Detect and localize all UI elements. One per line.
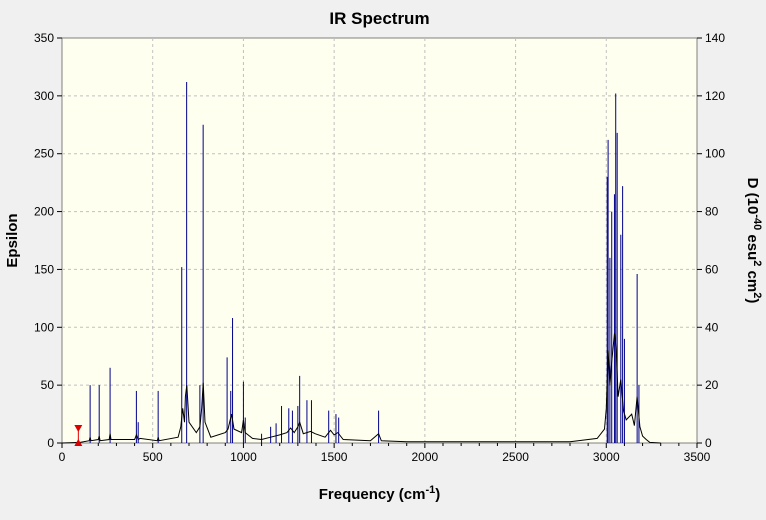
y-tick-label: 250 bbox=[34, 147, 54, 161]
marker-bottom-triangle[interactable] bbox=[74, 439, 83, 446]
marker-top-triangle[interactable] bbox=[74, 425, 83, 432]
x-tick-label: 1000 bbox=[230, 450, 257, 464]
y-axis-label: Epsilon bbox=[4, 213, 21, 267]
frequency-marker[interactable] bbox=[74, 425, 83, 446]
y-tick-label: 0 bbox=[47, 436, 54, 450]
spectrum-curve bbox=[61, 333, 661, 444]
y2-label-part: cm bbox=[744, 266, 761, 292]
y2-tick-label: 140 bbox=[705, 31, 725, 45]
grid-lines bbox=[62, 38, 697, 443]
y2-label-sup: -40 bbox=[751, 214, 763, 230]
stick-spectrum bbox=[89, 81, 640, 443]
y2-label-sup: 2 bbox=[751, 260, 763, 266]
plot-area bbox=[61, 37, 698, 444]
x-tick-label: 2500 bbox=[502, 450, 529, 464]
y2-label-part: esu bbox=[744, 230, 761, 260]
x-axis-label-main: Frequency (cm bbox=[319, 486, 426, 503]
y-tick-label: 300 bbox=[34, 89, 54, 103]
x-axis-label: Frequency (cm-1) bbox=[319, 484, 440, 503]
y2-tick-label: 20 bbox=[705, 378, 719, 392]
y-tick-label: 350 bbox=[34, 31, 54, 45]
x-tick-label: 3500 bbox=[684, 450, 711, 464]
y-tick-label: 200 bbox=[34, 205, 54, 219]
x-axis-label-superscript: -1 bbox=[425, 484, 435, 496]
x-tick-label: 3000 bbox=[593, 450, 620, 464]
y2-label-part: D (10 bbox=[744, 178, 761, 215]
x-tick-label: 0 bbox=[59, 450, 66, 464]
x-tick-label: 500 bbox=[143, 450, 163, 464]
y2-tick-label: 80 bbox=[705, 205, 719, 219]
secondary-y-axis-label: D (10-40 esu2 cm2) bbox=[744, 178, 763, 304]
y2-label-part: ) bbox=[744, 298, 761, 303]
y-tick-label: 100 bbox=[34, 320, 54, 334]
x-tick-label: 2000 bbox=[412, 450, 439, 464]
axes: 0 500 1000 1500 2000 2500 3000 3500050100150200… bbox=[34, 31, 725, 464]
x-axis-label-end: ) bbox=[435, 486, 440, 503]
x-tick-label: 1500 bbox=[321, 450, 348, 464]
y-tick-label: 50 bbox=[41, 378, 55, 392]
y2-tick-label: 100 bbox=[705, 147, 725, 161]
y2-tick-label: 60 bbox=[705, 262, 719, 276]
y-tick-label: 150 bbox=[34, 262, 54, 276]
y2-tick-label: 0 bbox=[705, 436, 712, 450]
y2-tick-label: 120 bbox=[705, 89, 725, 103]
y2-tick-label: 40 bbox=[705, 320, 719, 334]
chart-title: IR Spectrum bbox=[329, 9, 429, 28]
broadened-spectrum bbox=[61, 333, 661, 444]
y2-label-sup: 2 bbox=[751, 292, 763, 298]
